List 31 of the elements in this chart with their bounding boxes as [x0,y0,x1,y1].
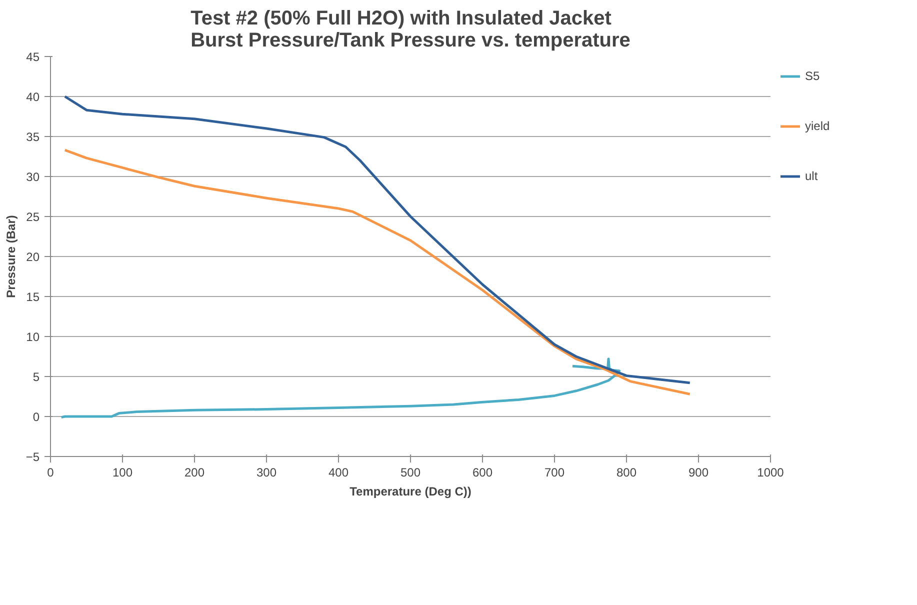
y-tick-label: 15 [26,290,40,304]
x-tick-label: 900 [688,466,709,480]
legend-label: S5 [805,69,821,83]
x-tick-label: 800 [616,466,637,480]
x-axis-title: Temperature (Deg C)) [350,484,472,498]
legend-label: yield [805,119,830,133]
y-tick-label: 0 [32,410,40,424]
legend-label: ult [805,169,819,183]
x-tick-label: 100 [112,466,133,480]
y-tick-label: 5 [32,370,40,384]
chart-title: Test #2 (50% Full H2O) with Insulated Jacket Burst Pressure/Tank Pressure vs. temperature [190,8,630,52]
x-tick-label: 1000 [757,466,784,480]
y-axis-title: Pressure (Bar) [4,215,18,298]
y-tick-label: 45 [26,50,40,64]
y-tick-label: 40 [26,90,40,104]
line-series [64,148,692,396]
x-tick-label: 600 [472,466,493,480]
y-tick-label: 30 [26,170,40,184]
y-tick-label: 20 [26,250,40,264]
x-tick-label: 700 [544,466,565,480]
y-tick-label: −5 [26,450,40,464]
line-series [60,358,621,419]
x-tick-label: 400 [328,466,349,480]
y-tick-label: 25 [26,210,40,224]
x-tick-label: 500 [400,466,421,480]
line-series [64,95,692,384]
x-tick-label: 200 [184,466,205,480]
y-tick-label: 35 [26,130,40,144]
x-tick-label: 0 [47,466,54,480]
y-tick-label: 10 [26,330,40,344]
x-tick-label: 300 [256,466,277,480]
